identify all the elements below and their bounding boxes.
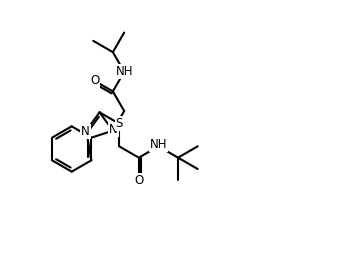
Text: O: O <box>134 174 143 187</box>
Text: NH: NH <box>116 65 133 78</box>
Text: N: N <box>109 124 118 136</box>
Text: O: O <box>90 74 99 87</box>
Text: NH: NH <box>150 138 167 151</box>
Text: N: N <box>81 125 90 138</box>
Text: S: S <box>116 117 123 130</box>
